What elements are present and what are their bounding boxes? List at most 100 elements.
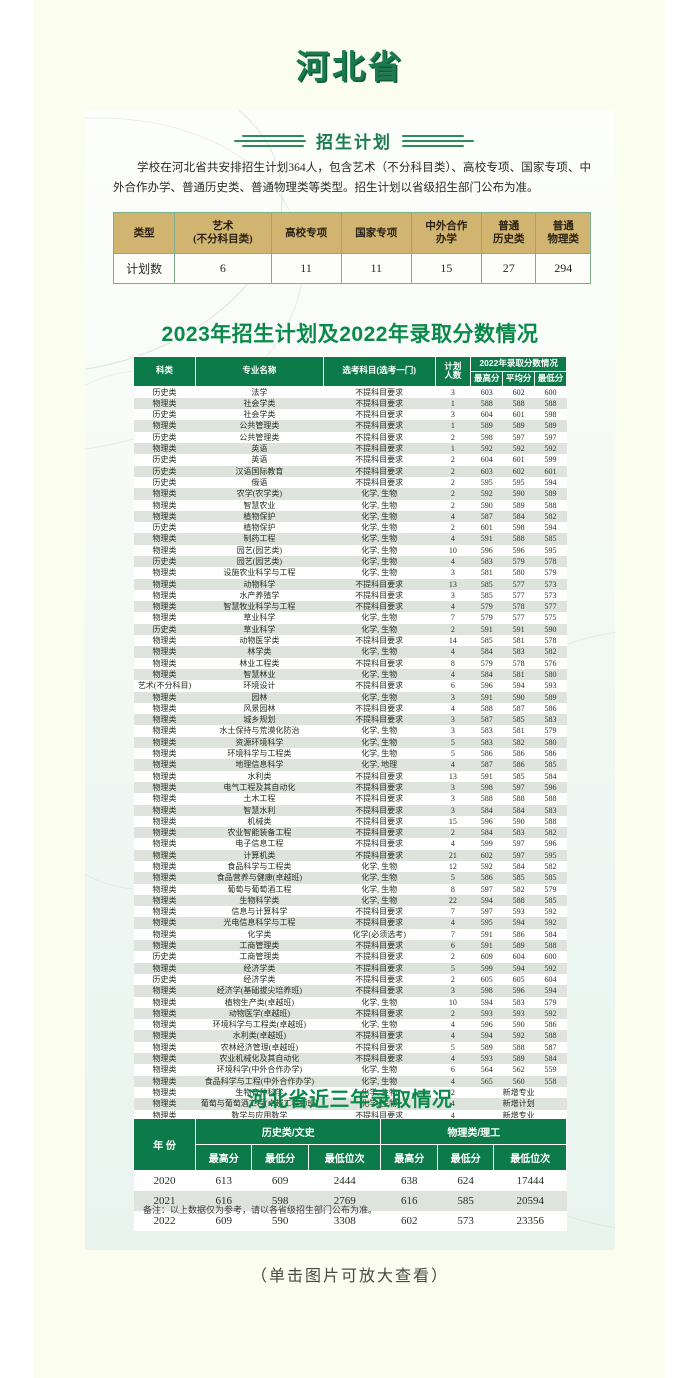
cell-0: 物理类 [133, 488, 196, 500]
cell-4: 581 [470, 567, 503, 579]
cell-4: 583 [470, 555, 503, 568]
cell-1: 数学与应用数学 [195, 1109, 324, 1121]
table-note: 备注：以上数据仅为参考，请以各省级招生部门公布为准。 [143, 1205, 378, 1215]
cell-0: 物理类 [133, 668, 196, 681]
cell-5: 580 [502, 567, 535, 579]
table-row: 物理类 植物生产类(卓越班) 化学, 生物 10 594 583 579 [133, 996, 567, 1008]
cell-2: 不提科目要求 [323, 838, 435, 850]
cell-6: 587 [534, 1041, 567, 1054]
cell-1: 俄语 [195, 476, 324, 489]
cell-3: 2 [435, 522, 471, 534]
cell-2: 不提科目要求 [323, 793, 435, 805]
cell-3: 4 [435, 759, 471, 771]
cell-6: 596 [534, 781, 567, 794]
cell-4: 591 [470, 691, 503, 703]
cell-2: 不提科目要求 [323, 420, 435, 432]
table-row: 物理类 园林 化学, 生物 3 591 590 589 [133, 691, 567, 703]
table-row: 物理类 水产养殖学 不提科目要求 3 585 577 573 [133, 589, 567, 602]
cell-2: 化学, 生物 [323, 1086, 435, 1099]
cell-3: 14 [435, 635, 471, 647]
cell-0: 物理类 [133, 635, 196, 647]
years-cell-4: 602 [380, 1211, 438, 1231]
years-cell-2: 590 [251, 1211, 309, 1231]
cell-1: 农业机械化及其自动化 [195, 1053, 324, 1065]
cell-0: 物理类 [133, 804, 196, 816]
cell-3: 2 [435, 973, 471, 986]
cell-1: 食品营养与健康(卓越班) [195, 872, 324, 884]
plan-value-1: 11 [270, 253, 342, 285]
cell-1: 经济学(基础拔尖培养班) [195, 985, 324, 997]
cell-1: 水产养殖学 [195, 589, 324, 602]
cell-5: 577 [502, 589, 535, 602]
cell-3: 3 [435, 589, 471, 602]
cell-4: 584 [470, 804, 503, 816]
cell-3: 4 [435, 646, 471, 658]
cell-1: 电子信息工程 [195, 838, 324, 850]
cell-6: 604 [534, 973, 567, 986]
table-row: 物理类 数学与应用数学 不提科目要求 4 新增专业 [133, 1109, 567, 1121]
cell-3: 3 [435, 567, 471, 579]
cell-3: 13 [435, 578, 471, 590]
cell-4: 588 [470, 397, 503, 410]
cell-4: 579 [470, 612, 503, 624]
admission-score-table: 科类 专业名称 选考科目(选考一门) 计划 人数 2022年录取分数情况 最高分 … [133, 356, 567, 1155]
cell-2: 不提科目要求 [323, 985, 435, 997]
cell-5: 602 [502, 465, 535, 477]
cell-5: 590 [502, 1019, 535, 1031]
cell-0: 物理类 [133, 691, 196, 703]
cell-2: 化学, 生物 [323, 668, 435, 681]
years-cell-0: 2020 [133, 1170, 196, 1191]
plan-value-3: 15 [410, 253, 482, 285]
years-cell-0: 2021 [133, 1191, 196, 1211]
cell-1: 地理信息科学 [195, 759, 324, 771]
cell-0: 物理类 [133, 499, 196, 511]
cell-2: 化学, 生物 [323, 612, 435, 624]
years-cell-3: 2444 [308, 1170, 381, 1191]
cell-4: 590 [470, 499, 503, 511]
cell-5: 588 [502, 894, 535, 907]
cell-4: 598 [470, 431, 503, 444]
cell-5: 579 [502, 555, 535, 568]
cell-0: 物理类 [133, 1075, 196, 1087]
cell-5: 605 [502, 973, 535, 986]
cell-1: 动物科学 [195, 578, 324, 590]
cell-3: 4 [435, 1075, 471, 1087]
cell-3: 7 [435, 928, 471, 941]
cell-0: 物理类 [133, 657, 196, 669]
cell-5: 597 [502, 838, 535, 850]
cell-3: 1 [435, 443, 471, 455]
table-row: 物理类 草业科学 化学, 生物 7 579 577 575 [133, 612, 567, 624]
cell-0: 艺术(不分科目) [133, 680, 196, 692]
cell-6: 580 [534, 736, 567, 749]
cell-3: 2 [435, 951, 471, 963]
cell-3: 3 [435, 714, 471, 726]
footer-note: （单击图片可放大查看） [250, 1268, 449, 1285]
cell-2: 不提科目要求 [323, 601, 435, 613]
cell-6: 559 [534, 1064, 567, 1076]
cell-5: 588 [502, 397, 535, 410]
main-table-header-row-2: 最高分 平均分 最低分 [134, 370, 567, 387]
table-row: 物理类 农林经济管理(卓越班) 不提科目要求 5 589 588 587 [133, 1041, 567, 1054]
cell-3: 5 [435, 1041, 471, 1054]
table-row: 历史类 社会学类 不提科目要求 3 604 601 598 [133, 409, 567, 421]
cell-5: 586 [502, 748, 535, 760]
cell-2: 化学, 生物 [323, 691, 435, 703]
cell-3: 3 [435, 781, 471, 794]
cell-6: 589 [534, 420, 567, 432]
cell-2: 不提科目要求 [323, 973, 435, 986]
cell-6: 588 [534, 397, 567, 410]
cell-1: 水利类(卓越班) [195, 1030, 324, 1042]
cell-2: 化学, 生物 [323, 736, 435, 749]
th-year: 年 份 [133, 1118, 196, 1171]
cell-6: 588 [534, 499, 567, 511]
cell-5: 584 [502, 804, 535, 816]
cell-6: 579 [534, 567, 567, 579]
table-row: 物理类 林学类 化学, 生物 4 584 583 582 [133, 646, 567, 658]
cell-3: 2 [435, 1007, 471, 1020]
cell-4: 596 [470, 815, 503, 828]
table-row: 物理类 智慧牧业科学与工程 不提科目要求 4 579 578 577 [133, 601, 567, 613]
years-cell-3: 3308 [308, 1211, 381, 1231]
cell-4: 589 [470, 420, 503, 432]
cell-4: 598 [470, 781, 503, 794]
cell-0: 物理类 [133, 1030, 196, 1042]
